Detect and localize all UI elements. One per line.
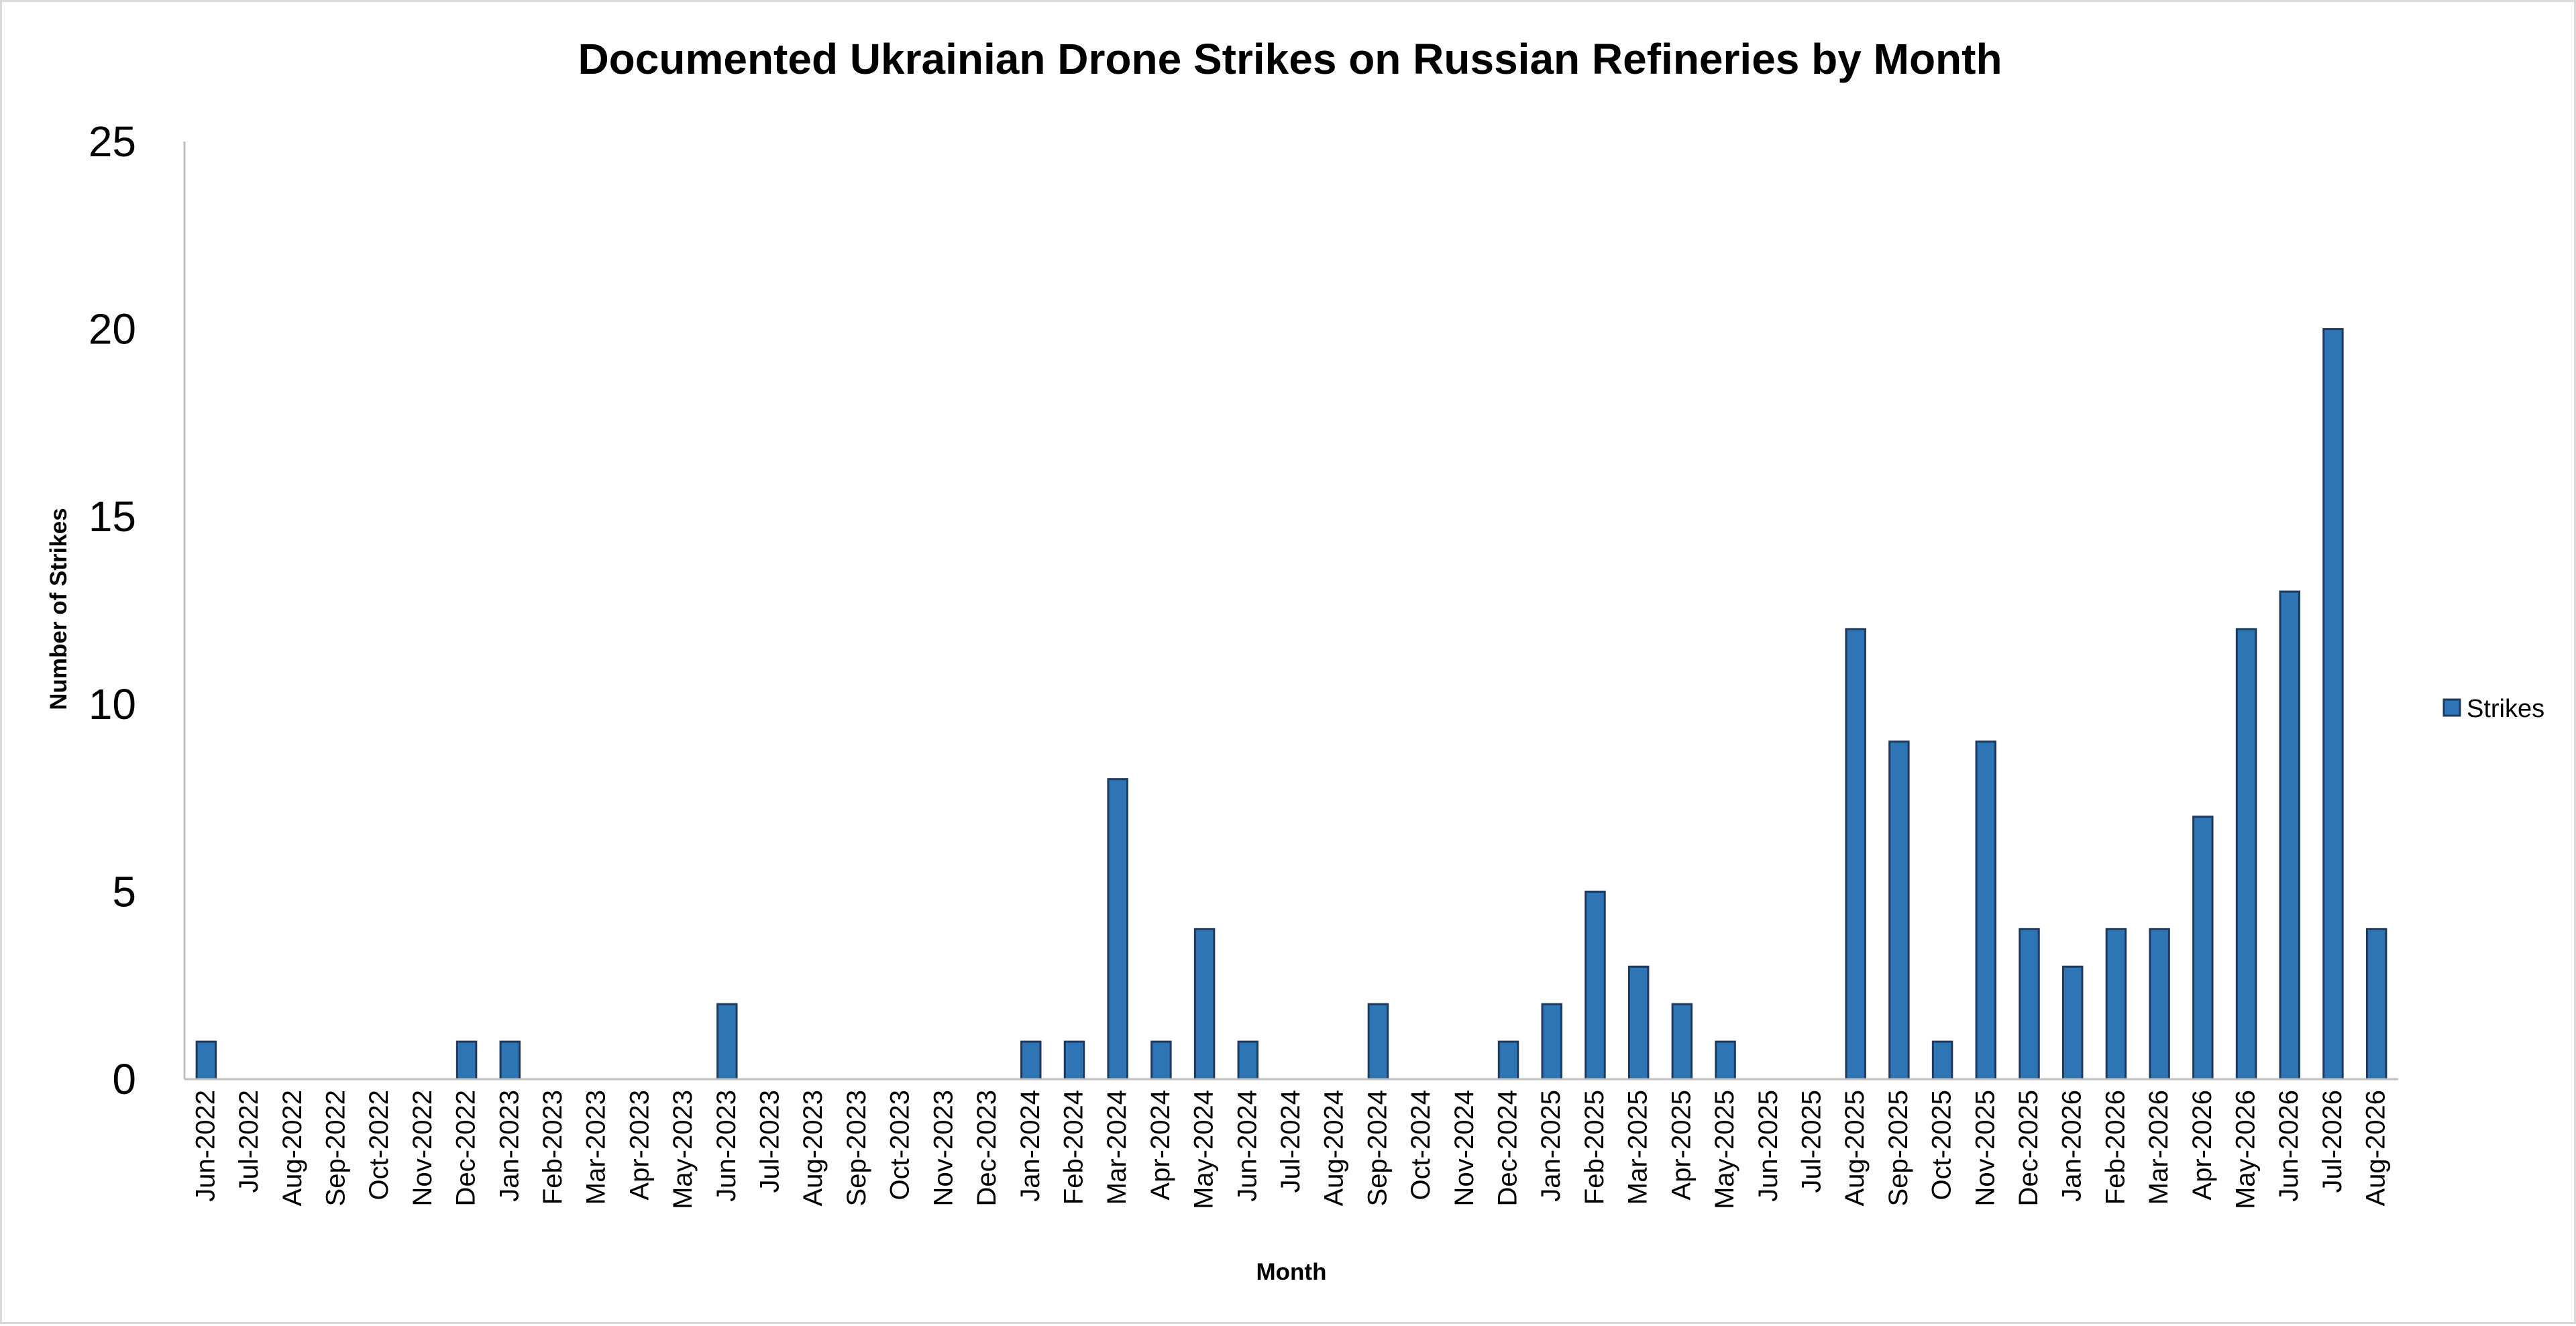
x-tick-label: Sep-2023 bbox=[842, 1090, 871, 1206]
x-tick-label: Jul-2026 bbox=[2318, 1090, 2347, 1193]
x-tick-label: Aug-2026 bbox=[2361, 1090, 2391, 1206]
bar bbox=[1931, 1040, 1953, 1081]
bar bbox=[1497, 1040, 1519, 1081]
bar-series-strikes bbox=[195, 328, 2387, 1081]
x-tick-label: Jan-2026 bbox=[2057, 1090, 2087, 1202]
x-tick-label: Oct-2022 bbox=[364, 1090, 394, 1201]
x-tick-label: Dec-2024 bbox=[1493, 1090, 1523, 1206]
x-tick-label: Nov-2023 bbox=[928, 1090, 958, 1206]
bar bbox=[1541, 1003, 1562, 1081]
bar bbox=[1237, 1040, 1259, 1081]
legend-swatch-strikes bbox=[2443, 698, 2461, 717]
x-tick-label: Oct-2024 bbox=[1406, 1090, 1436, 1201]
x-tick-label: Nov-2024 bbox=[1450, 1090, 1479, 1206]
bar bbox=[1627, 965, 1650, 1081]
y-tick-label: 0 bbox=[112, 1055, 136, 1103]
x-tick-label: Feb-2026 bbox=[2100, 1090, 2130, 1205]
x-tick-label: Jun-2026 bbox=[2274, 1090, 2304, 1202]
bar bbox=[1975, 740, 1997, 1081]
bar bbox=[1845, 628, 1866, 1081]
x-tick-label: May-2024 bbox=[1189, 1090, 1219, 1209]
x-tick-label: Dec-2022 bbox=[451, 1090, 481, 1206]
x-tick-label: Aug-2023 bbox=[798, 1090, 828, 1206]
x-tick-label: Jul-2025 bbox=[1796, 1090, 1826, 1193]
chart-title: Documented Ukrainian Drone Strikes on Ru… bbox=[578, 35, 2002, 83]
bar bbox=[1585, 890, 1606, 1081]
x-axis-ticks: Jun-2022 Jul-2022 Aug-2022 Sep-2022 Oct-2022… bbox=[191, 1090, 2390, 1209]
y-axis-ticks: 0 5 10 15 20 25 bbox=[89, 117, 136, 1103]
y-axis-title: Number of Strikes bbox=[46, 508, 72, 710]
bar bbox=[195, 1040, 217, 1081]
bar bbox=[716, 1003, 738, 1081]
x-tick-label: Jun-2022 bbox=[191, 1090, 220, 1202]
bar bbox=[1367, 1003, 1389, 1081]
x-tick-label: Aug-2024 bbox=[1320, 1090, 1349, 1206]
x-tick-label: May-2023 bbox=[668, 1090, 698, 1209]
x-tick-label: Mar-2024 bbox=[1102, 1090, 1132, 1205]
bar bbox=[2105, 928, 2127, 1081]
x-tick-label: Feb-2024 bbox=[1059, 1090, 1088, 1205]
bar bbox=[2019, 928, 2040, 1081]
x-tick-label: Feb-2023 bbox=[538, 1090, 568, 1205]
x-tick-label: Apr-2025 bbox=[1666, 1090, 1696, 1201]
x-tick-label: Mar-2023 bbox=[582, 1090, 611, 1205]
x-tick-label: Jan-2025 bbox=[1536, 1090, 1566, 1202]
bar bbox=[2279, 590, 2300, 1081]
x-tick-label: Mar-2025 bbox=[1623, 1090, 1653, 1205]
bar bbox=[2365, 928, 2387, 1081]
bar bbox=[455, 1040, 478, 1081]
bar bbox=[1715, 1040, 1736, 1081]
x-tick-label: Aug-2025 bbox=[1840, 1090, 1870, 1206]
bar bbox=[2322, 328, 2344, 1081]
bar bbox=[1888, 740, 1910, 1081]
x-tick-label: Dec-2025 bbox=[2014, 1090, 2043, 1206]
bar bbox=[2192, 816, 2214, 1081]
x-tick-label: Feb-2025 bbox=[1580, 1090, 1609, 1205]
bar bbox=[1020, 1040, 1042, 1081]
bar bbox=[499, 1040, 521, 1081]
bar bbox=[2149, 928, 2170, 1081]
x-axis-title: Month bbox=[1256, 1259, 1327, 1285]
bar bbox=[2235, 628, 2257, 1081]
x-tick-label: Nov-2025 bbox=[1970, 1090, 2000, 1206]
x-tick-label: Sep-2025 bbox=[1884, 1090, 1913, 1206]
x-tick-label: Jun-2025 bbox=[1754, 1090, 1783, 1202]
x-tick-label: Dec-2023 bbox=[972, 1090, 1002, 1206]
x-tick-label: Aug-2022 bbox=[278, 1090, 307, 1206]
legend-label-strikes: Strikes bbox=[2467, 695, 2544, 723]
y-tick-label: 5 bbox=[112, 867, 136, 916]
y-tick-label: 25 bbox=[89, 117, 136, 166]
x-tick-label: Oct-2025 bbox=[1927, 1090, 1957, 1201]
x-tick-label: May-2026 bbox=[2231, 1090, 2261, 1209]
x-tick-label: Jan-2024 bbox=[1016, 1090, 1045, 1202]
legend: Strikes bbox=[2443, 695, 2544, 723]
bar bbox=[1671, 1003, 1693, 1081]
x-tick-label: Sep-2024 bbox=[1362, 1090, 1392, 1206]
bar bbox=[1107, 778, 1128, 1081]
x-tick-label: Oct-2023 bbox=[885, 1090, 915, 1201]
x-tick-label: Nov-2022 bbox=[408, 1090, 437, 1206]
x-tick-label: Jan-2023 bbox=[494, 1090, 524, 1202]
x-tick-label: Jul-2023 bbox=[755, 1090, 785, 1193]
y-tick-label: 20 bbox=[89, 305, 136, 353]
y-tick-label: 10 bbox=[89, 680, 136, 728]
bar bbox=[2061, 965, 2084, 1081]
x-tick-label: Jul-2024 bbox=[1276, 1090, 1305, 1193]
x-tick-label: Apr-2026 bbox=[2188, 1090, 2217, 1201]
x-tick-label: Sep-2022 bbox=[321, 1090, 350, 1206]
x-tick-label: Mar-2026 bbox=[2144, 1090, 2174, 1205]
x-tick-label: Jun-2024 bbox=[1232, 1090, 1262, 1202]
x-tick-label: Jun-2023 bbox=[712, 1090, 741, 1202]
x-tick-label: Apr-2023 bbox=[625, 1090, 654, 1201]
x-tick-label: Jul-2022 bbox=[234, 1090, 264, 1193]
y-tick-label: 15 bbox=[89, 492, 136, 541]
bar bbox=[1063, 1040, 1085, 1081]
bar bbox=[1193, 928, 1216, 1081]
bar bbox=[1150, 1040, 1172, 1081]
x-tick-label: May-2025 bbox=[1710, 1090, 1739, 1209]
x-tick-label: Apr-2024 bbox=[1146, 1090, 1175, 1201]
